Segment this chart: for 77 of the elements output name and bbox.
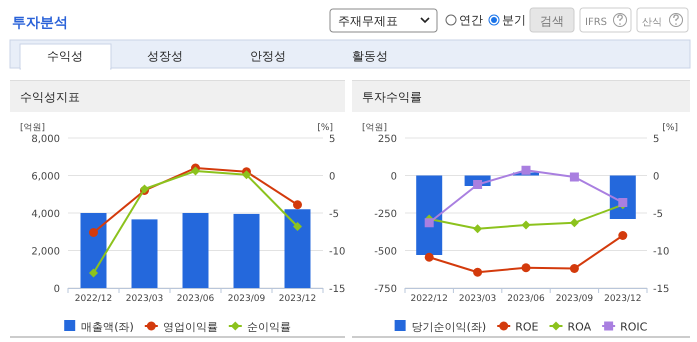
point <box>293 200 302 210</box>
x-tick-label: 2023/03 <box>458 294 496 304</box>
point <box>618 198 628 207</box>
y2-tick-label: -15 <box>329 284 346 295</box>
legend-label: 매출액(좌) <box>81 320 134 334</box>
y-tick-label: 6,000 <box>31 172 60 182</box>
x-tick-label: 2023/06 <box>507 294 545 304</box>
x-tick-label: 2023/12 <box>604 294 642 304</box>
point <box>89 228 98 237</box>
bar <box>80 213 106 288</box>
y2-axis-title: [%] <box>317 123 333 133</box>
x-tick-label: 2023/06 <box>176 294 214 304</box>
y2-tick-label: 0 <box>329 172 336 182</box>
point <box>570 218 579 228</box>
text: 주재무제표 <box>338 14 398 28</box>
x-tick-label: 2022/12 <box>74 294 112 304</box>
point <box>570 264 579 273</box>
x-tick-label: 2023/09 <box>556 294 594 304</box>
point <box>570 172 579 182</box>
point <box>522 166 530 175</box>
bar <box>132 219 158 288</box>
y-axis-title: [억원] <box>20 123 46 133</box>
chart-title: 수익성지표 <box>20 90 80 104</box>
point <box>424 218 434 228</box>
legend-label: ROIC <box>620 320 648 334</box>
legend-label: 영업이익률 <box>162 320 218 334</box>
point <box>473 224 482 234</box>
text: IFRS <box>585 17 607 28</box>
y-tick-label: -750 <box>374 284 397 295</box>
y-tick-label: -500 <box>374 246 397 258</box>
y-tick-label: 2,000 <box>31 246 60 258</box>
point <box>522 220 530 230</box>
y-tick-label: -250 <box>374 209 397 220</box>
y-tick-label: 0 <box>54 284 60 295</box>
y2-tick-label: -10 <box>329 246 346 258</box>
x-tick-label: 2022/12 <box>410 294 448 304</box>
y-tick-label: 0 <box>390 172 397 182</box>
bar <box>234 214 260 288</box>
legend-label: ROA <box>567 320 592 334</box>
text: 활동성 <box>352 49 388 63</box>
y-tick-label: 8,000 <box>31 134 60 145</box>
y2-tick-label: 5 <box>329 134 336 145</box>
point <box>191 166 200 176</box>
text: 투자분석 <box>12 15 68 31</box>
text: 검색 <box>540 14 564 28</box>
y2-tick-label: -5 <box>329 209 339 220</box>
point <box>242 170 251 180</box>
text: 수익성 <box>47 49 83 63</box>
legend-label: ROE <box>515 320 539 334</box>
y2-tick-label: -5 <box>653 209 663 220</box>
legend-label: 당기순이익(좌) <box>412 320 486 334</box>
text: 성장성 <box>147 49 183 63</box>
text: 산식 <box>642 17 662 28</box>
y2-tick-label: 5 <box>653 134 660 145</box>
bar <box>182 213 208 288</box>
point <box>424 252 434 262</box>
y2-tick-label: -10 <box>653 246 670 258</box>
point <box>522 263 530 272</box>
point <box>89 268 98 278</box>
y-tick-label: 4,000 <box>31 209 60 220</box>
x-tick-label: 2023/12 <box>278 294 316 304</box>
bar <box>284 209 310 288</box>
x-tick-label: 2023/09 <box>228 294 266 304</box>
text: 안정성 <box>250 49 286 63</box>
legend-label: 순이익률 <box>246 320 291 334</box>
y2-axis-title: [%] <box>662 123 678 133</box>
y2-tick-label: -15 <box>653 284 670 295</box>
chart-title: 투자수익률 <box>362 90 422 104</box>
point <box>293 222 302 231</box>
y-tick-label: 250 <box>378 134 397 145</box>
text: 연간 <box>459 13 483 27</box>
text: 분기 <box>502 13 526 27</box>
point <box>618 231 628 240</box>
point <box>473 268 482 277</box>
y-axis-title: [억원] <box>362 123 388 133</box>
y2-tick-label: 0 <box>653 172 660 182</box>
x-tick-label: 2023/03 <box>126 294 164 304</box>
